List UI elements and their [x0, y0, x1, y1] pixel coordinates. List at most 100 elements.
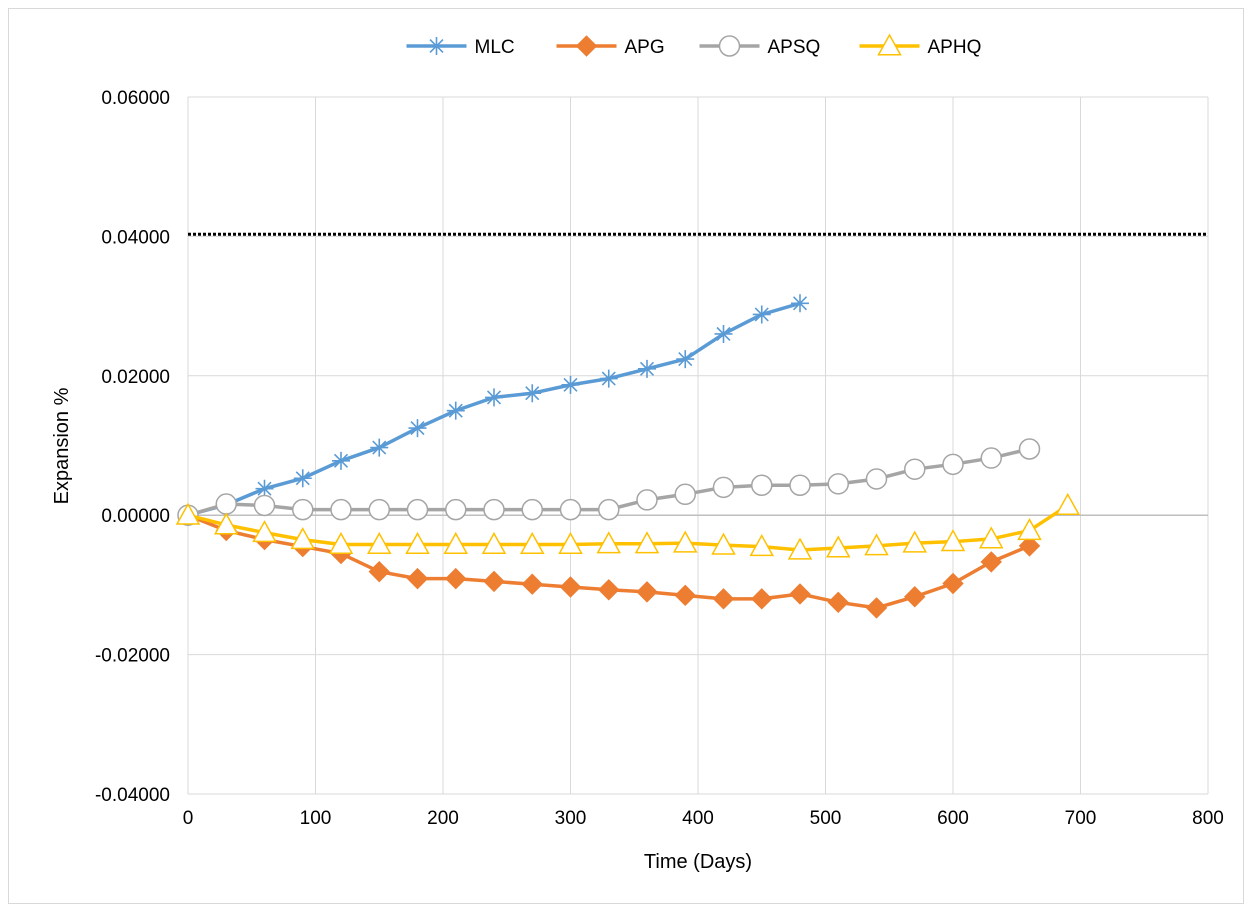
legend-label: APSQ: [768, 37, 821, 58]
data-point: [636, 581, 658, 603]
data-point: [559, 576, 582, 598]
data-point: [865, 468, 888, 490]
gridlines: [187, 96, 1209, 795]
y-tick-label: 0.06000: [101, 88, 170, 109]
data-point: [427, 37, 446, 55]
data-point: [636, 489, 658, 511]
series-apsq: [177, 438, 1041, 526]
x-tick-label: 500: [810, 808, 842, 829]
data-point: [718, 35, 741, 57]
y-tick-label: 0.02000: [101, 367, 170, 388]
data-point: [904, 458, 926, 480]
data-point: [368, 560, 390, 583]
series-apg: [177, 504, 1041, 619]
data-point: [980, 551, 1002, 573]
data-point: [330, 498, 352, 521]
data-point: [561, 375, 580, 394]
data-point: [332, 451, 350, 470]
x-tick-labels: 0 100 200 300 400 500 600 700 800: [183, 808, 1224, 829]
data-point: [711, 532, 736, 555]
y-tick-label: 0.00000: [101, 506, 170, 527]
data-point: [446, 401, 465, 420]
data-point: [942, 453, 964, 476]
x-tick-label: 300: [555, 808, 587, 829]
series-aphq: [175, 492, 1081, 560]
data-point: [253, 494, 276, 517]
data-point: [634, 531, 660, 554]
legend-item-apsq: APSQ: [699, 35, 821, 58]
x-tick-label: 700: [1065, 808, 1097, 829]
data-point: [712, 476, 735, 499]
data-point: [1018, 438, 1041, 460]
x-tick-label: 400: [682, 808, 714, 829]
data-point: [293, 469, 312, 488]
y-tick-labels: -0.04000 -0.02000 0.00000 0.02000 0.04000 0.0…: [95, 88, 170, 806]
data-point: [575, 35, 598, 57]
y-tick-label: -0.02000: [95, 646, 170, 667]
data-point: [674, 483, 696, 506]
data-point: [1017, 517, 1042, 541]
data-point: [676, 350, 695, 369]
data-point: [638, 359, 656, 378]
data-point: [827, 591, 849, 614]
data-point: [980, 447, 1002, 469]
data-point: [405, 531, 430, 555]
legend-item-apg: APG: [556, 35, 665, 58]
data-point: [443, 531, 469, 555]
data-point: [559, 498, 582, 521]
series-line: [187, 503, 1069, 552]
data-point: [749, 534, 775, 557]
series-line: [187, 301, 801, 517]
data-point: [672, 530, 698, 553]
legend-item-mlc: MLC: [406, 37, 515, 58]
legend-label: APG: [625, 37, 665, 58]
data-point: [368, 498, 390, 521]
data-point: [370, 438, 389, 457]
y-tick-label: 0.04000: [101, 227, 170, 248]
data-point: [292, 498, 314, 521]
data-point: [825, 535, 851, 558]
data-point: [521, 573, 543, 595]
data-point: [791, 294, 809, 313]
data-point: [406, 567, 429, 590]
data-point: [714, 324, 733, 343]
data-point: [877, 33, 902, 56]
x-tick-label: 200: [427, 808, 459, 829]
y-axis-title: Expansion %: [51, 387, 73, 504]
data-point: [864, 533, 889, 556]
data-point: [175, 502, 201, 525]
data-point: [598, 579, 620, 601]
data-point: [483, 498, 505, 521]
x-tick-label: 800: [1192, 808, 1224, 829]
data-point: [789, 583, 811, 605]
legend-label: MLC: [475, 37, 515, 58]
x-tick-label: 0: [183, 808, 194, 829]
data-point: [481, 531, 507, 555]
data-point: [787, 537, 813, 560]
data-point: [255, 479, 274, 498]
x-tick-label: 600: [937, 808, 969, 829]
data-point: [290, 527, 316, 550]
data-point: [902, 530, 928, 553]
data-point: [521, 498, 543, 521]
data-point: [519, 531, 545, 555]
data-point: [789, 474, 811, 496]
data-point: [674, 584, 696, 607]
data-point: [827, 473, 849, 495]
data-point: [408, 419, 427, 438]
legend-item-aphq: APHQ: [859, 33, 981, 58]
data-point: [406, 498, 429, 521]
data-point: [445, 498, 467, 521]
data-point: [252, 520, 277, 543]
legend: MLC APG APSQ APHQ: [406, 33, 981, 58]
data-point: [213, 512, 239, 535]
data-point: [483, 570, 505, 593]
data-point: [445, 567, 467, 590]
series-group: [175, 294, 1081, 619]
x-tick-label: 100: [300, 808, 332, 829]
data-point: [485, 388, 503, 407]
data-point: [751, 588, 773, 610]
data-point: [978, 526, 1004, 549]
data-point: [1018, 535, 1041, 557]
data-point: [752, 305, 771, 324]
